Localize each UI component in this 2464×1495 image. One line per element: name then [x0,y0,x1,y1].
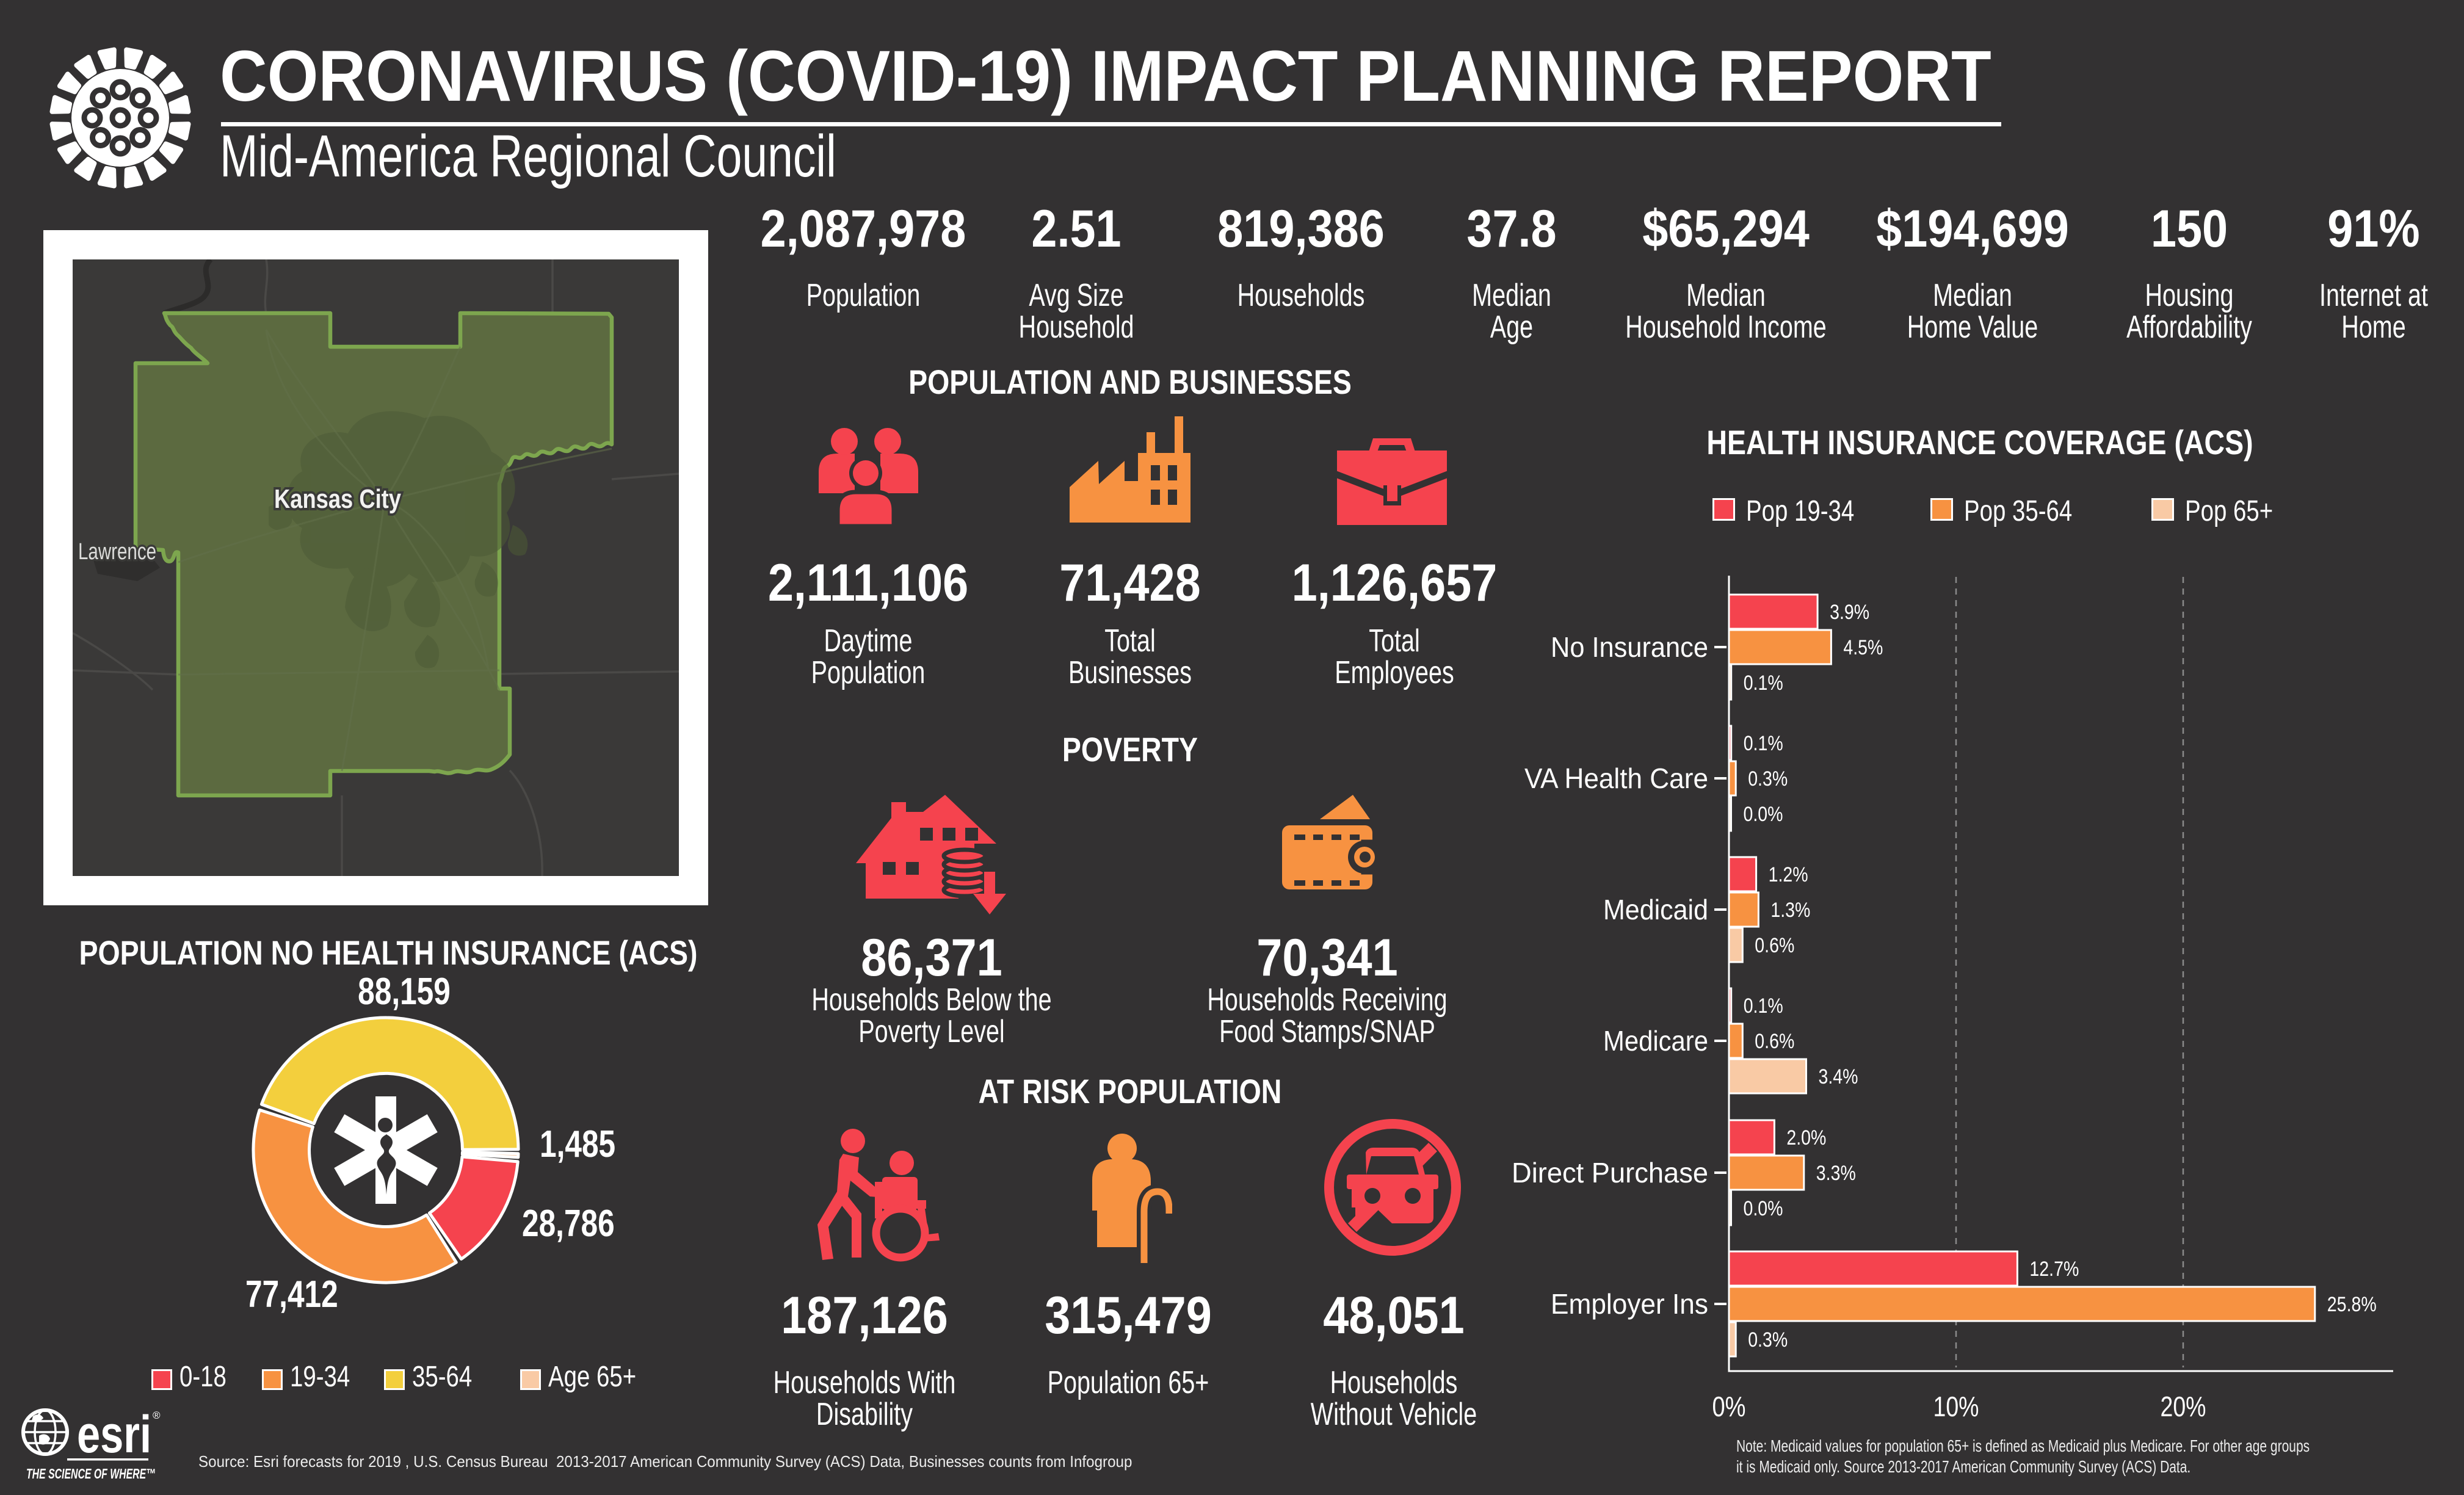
svg-text:2.0%: 2.0% [1786,1126,1826,1149]
svg-text:1.3%: 1.3% [1770,899,1810,922]
svg-text:0.1%: 0.1% [1744,994,1783,1018]
svg-text:0.0%: 0.0% [1744,1197,1783,1220]
svg-text:THE SCIENCE OF WHERE™: THE SCIENCE OF WHERE™ [26,1466,156,1482]
svg-text:3.3%: 3.3% [1816,1162,1856,1185]
svg-text:®: ® [153,1410,161,1421]
svg-text:0%: 0% [1712,1391,1746,1422]
svg-text:0.1%: 0.1% [1744,732,1783,755]
svg-text:Employer Ins: Employer Ins [1551,1288,1708,1320]
svg-text:Medicare: Medicare [1603,1025,1708,1057]
svg-text:25.8%: 25.8% [2327,1293,2377,1316]
svg-text:4.5%: 4.5% [1843,636,1883,659]
svg-text:3.4%: 3.4% [1819,1065,1858,1088]
svg-text:0.1%: 0.1% [1744,671,1783,695]
svg-text:No Insurance: No Insurance [1551,631,1708,663]
svg-text:0.6%: 0.6% [1755,934,1794,957]
svg-text:VA Health Care: VA Health Care [1524,762,1708,794]
svg-text:12.7%: 12.7% [2029,1258,2079,1281]
svg-text:3.9%: 3.9% [1830,601,1869,624]
svg-text:Lawrence: Lawrence [78,539,156,565]
svg-text:20%: 20% [2161,1391,2206,1422]
svg-text:0.6%: 0.6% [1755,1030,1794,1053]
svg-text:Medicaid: Medicaid [1603,894,1708,925]
svg-text:0.3%: 0.3% [1748,1328,1788,1352]
svg-text:esri: esri [77,1405,151,1464]
svg-text:Kansas City: Kansas City [274,484,401,514]
svg-text:10%: 10% [1933,1391,1979,1422]
svg-text:0.3%: 0.3% [1748,767,1788,791]
svg-text:0.0%: 0.0% [1744,803,1783,826]
svg-text:1.2%: 1.2% [1769,863,1808,886]
svg-text:Direct Purchase: Direct Purchase [1512,1157,1708,1189]
